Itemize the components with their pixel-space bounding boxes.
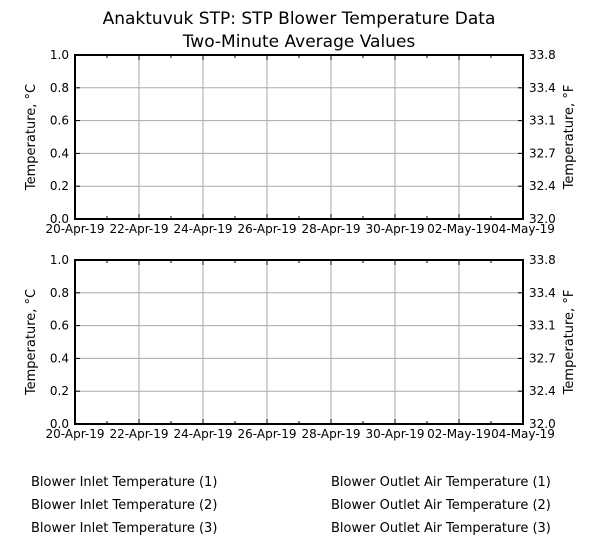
chart-title: Anaktuvuk STP: STP Blower Temperature Da… <box>0 8 598 54</box>
y-tick-label-right: 32.4 <box>529 384 556 398</box>
legend-item-outlet-3: Blower Outlet Air Temperature (3) <box>331 521 551 536</box>
y-tick-label-left: 0.0 <box>50 212 69 226</box>
y-tick-label-left: 1.0 <box>50 253 69 267</box>
x-tick-label: 22-Apr-19 <box>110 222 169 236</box>
x-tick-label: 28-Apr-19 <box>302 222 361 236</box>
x-tick-label: 02-May-19 <box>427 427 491 441</box>
x-tick-label: 04-May-19 <box>491 222 555 236</box>
x-tick-label: 26-Apr-19 <box>238 222 297 236</box>
legend-column-left: Blower Inlet Temperature (1) Blower Inle… <box>31 471 217 540</box>
y-tick-label-right: 33.1 <box>529 319 556 333</box>
legend-item-outlet-2: Blower Outlet Air Temperature (2) <box>331 498 551 513</box>
x-tick-label: 04-May-19 <box>491 427 555 441</box>
x-tick-label: 30-Apr-19 <box>366 427 425 441</box>
subplot-top: 20-Apr-19 22-Apr-19 24-Apr-19 26-Apr-19 28-A… <box>24 48 577 236</box>
ylabel-left: Temperature, °C <box>24 84 39 191</box>
plot-border <box>74 259 524 425</box>
y-tick-label-right: 32.0 <box>529 417 556 431</box>
x-tick-label: 20-Apr-19 <box>46 427 105 441</box>
ylabel-right: Temperature, °F <box>562 290 577 396</box>
chart-title-line1: Anaktuvuk STP: STP Blower Temperature Da… <box>102 9 496 29</box>
y-tick-label-left: 0.8 <box>50 81 69 95</box>
y-tick-label-right: 32.7 <box>529 146 556 160</box>
y-tick-label-left: 0.2 <box>50 179 69 193</box>
x-tick-label: 02-May-19 <box>427 222 491 236</box>
x-tick-label: 22-Apr-19 <box>110 427 169 441</box>
legend-item-outlet-1: Blower Outlet Air Temperature (1) <box>331 475 551 490</box>
x-tick-label: 24-Apr-19 <box>174 222 233 236</box>
legend-column-right: Blower Outlet Air Temperature (1) Blower… <box>331 471 551 540</box>
x-tick-label: 26-Apr-19 <box>238 427 297 441</box>
y-tick-label-right: 32.7 <box>529 351 556 365</box>
y-tick-label-left: 0.6 <box>50 114 69 128</box>
y-tick-label-left: 0.6 <box>50 319 69 333</box>
x-tick-label: 28-Apr-19 <box>302 427 361 441</box>
y-tick-label-left: 0.4 <box>50 351 69 365</box>
legend-item-inlet-1: Blower Inlet Temperature (1) <box>31 475 218 490</box>
y-tick-label-right: 33.8 <box>529 253 556 267</box>
plot-border <box>74 54 524 220</box>
legend-item-inlet-2: Blower Inlet Temperature (2) <box>31 498 218 513</box>
ylabel-left: Temperature, °C <box>24 289 39 396</box>
y-tick-label-left: 0.2 <box>50 384 69 398</box>
y-tick-label-right: 32.0 <box>529 212 556 226</box>
y-tick-label-left: 1.0 <box>50 48 69 62</box>
subplot-bottom: 20-Apr-19 22-Apr-19 24-Apr-19 26-Apr-19 28-A… <box>24 253 577 441</box>
y-tick-label-left: 0.4 <box>50 146 69 160</box>
chart-title-line2: Two-Minute Average Values <box>182 32 416 52</box>
y-tick-label-right: 32.4 <box>529 179 556 193</box>
x-tick-label: 20-Apr-19 <box>46 222 105 236</box>
x-tick-label: 30-Apr-19 <box>366 222 425 236</box>
y-tick-label-right: 33.1 <box>529 114 556 128</box>
ylabel-right: Temperature, °F <box>562 85 577 191</box>
y-tick-label-right: 33.8 <box>529 48 556 62</box>
legend-item-inlet-3: Blower Inlet Temperature (3) <box>31 521 218 536</box>
y-tick-label-right: 33.4 <box>529 286 556 300</box>
x-tick-label: 24-Apr-19 <box>174 427 233 441</box>
y-tick-label-left: 0.0 <box>50 417 69 431</box>
y-tick-label-right: 33.4 <box>529 81 556 95</box>
y-tick-label-left: 0.8 <box>50 286 69 300</box>
